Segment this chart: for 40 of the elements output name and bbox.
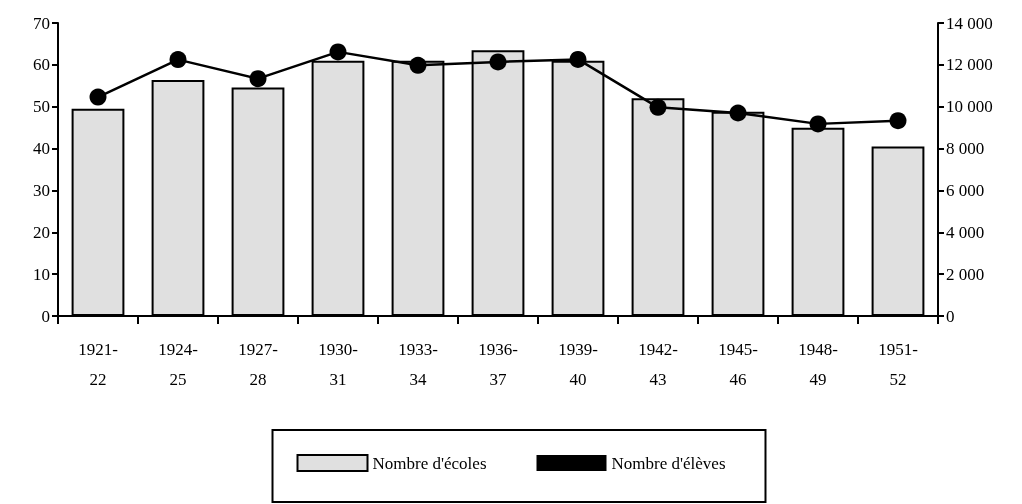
y-tick-label: 50 [33,97,50,117]
legend-label: Nombre d'écoles [372,453,487,473]
y2-tick-label: 2 000 [946,264,985,284]
y-tick-label: 10 [33,264,50,284]
y-tick-label: 60 [33,55,50,75]
y2-tick-label: 12 000 [946,55,993,75]
point [329,43,347,61]
y2-tick-label: 14 000 [946,13,993,33]
x-tick-label: 1921-22 [78,339,119,389]
y-tick-label: 20 [33,222,50,242]
point [569,50,587,68]
x-tick-label: 1945-46 [718,339,759,389]
y2-tick-label: 10 000 [946,97,993,117]
y2-tick-label: 6 000 [946,180,985,200]
x-tick-label: 1942-43 [638,339,679,389]
point [649,98,667,116]
y-tick-label: 0 [41,306,50,326]
y-tick-label: 40 [33,139,50,159]
x-tick-label: 1930-31 [318,339,359,389]
y-tick-label: 30 [33,180,50,200]
x-tick-label: 1924-25 [158,339,199,389]
point [729,104,747,122]
x-tick-label: 1948-49 [798,339,839,389]
y2-tick-label: 4 000 [946,222,985,242]
point [809,115,827,133]
point [889,112,907,130]
legend-label: Nombre d'élèves [611,453,726,473]
x-tick-label: 1927-28 [238,339,279,389]
y2-tick-label: 0 [946,306,955,326]
x-tick-label: 1936-37 [478,339,519,389]
y-tick-label: 70 [33,13,50,33]
point [89,88,107,106]
x-tick-label: 1951-52 [878,339,919,389]
point [409,56,427,74]
x-tick-label: 1939-40 [558,339,599,389]
point [489,53,507,71]
point [169,51,187,69]
x-tick-label: 1933-34 [398,339,439,389]
y2-tick-label: 8 000 [946,139,985,159]
point [249,70,267,88]
